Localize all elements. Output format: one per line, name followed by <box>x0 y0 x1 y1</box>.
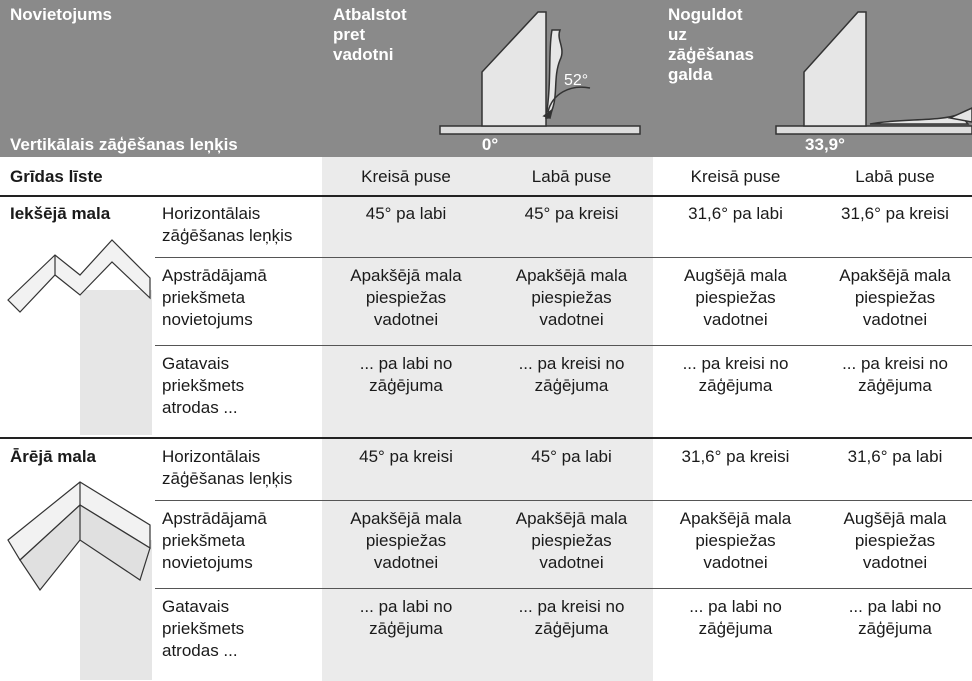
header-title: Novietojums <box>10 5 113 24</box>
column-shade <box>322 157 653 681</box>
row-label: zāģēšanas leņķis <box>162 226 293 245</box>
cell-text: vadotnei <box>862 310 928 329</box>
option-a-label: pret <box>333 25 366 44</box>
cell-text: vadotnei <box>373 553 439 572</box>
cell-text: Apakšējā mala <box>350 266 462 285</box>
option-b-label: Noguldot <box>668 5 743 24</box>
cell-text: 31,6° pa kreisi <box>841 204 949 223</box>
row-label: priekšmeta <box>162 288 246 307</box>
option-a-label: vadotni <box>333 45 394 64</box>
cell-text: zāģējuma <box>858 619 932 638</box>
row-label: Gatavais <box>162 354 230 373</box>
cell-text: vadotnei <box>703 310 768 329</box>
cell-text: Augšējā mala <box>683 266 787 285</box>
cell-text: vadotnei <box>539 310 604 329</box>
cell-text: 45° pa kreisi <box>524 204 619 223</box>
saw-figure-flat <box>775 11 972 135</box>
cell-text: piespiežas <box>695 288 776 307</box>
cell-text: zāģējuma <box>534 619 609 638</box>
row-label: priekšmeta <box>162 531 246 550</box>
row-label: zāģēšanas leņķis <box>162 469 293 488</box>
row-label: novietojums <box>162 310 253 329</box>
cell-text: 45° pa labi <box>531 447 612 466</box>
cell-text: piespiežas <box>531 531 612 550</box>
row-label: priekšmets <box>162 376 245 395</box>
rule <box>0 195 972 197</box>
row-label: novietojums <box>162 553 253 572</box>
row-label: priekšmets <box>162 619 245 638</box>
angle-label: 52° <box>564 72 589 89</box>
table-label: Grīdas līste <box>10 167 103 186</box>
row-label: Apstrādājamā <box>162 509 267 528</box>
option-b-label: zāģēšanas <box>668 45 754 64</box>
cell-text: piespiežas <box>695 531 776 550</box>
cell-text: ... pa kreisi no <box>518 354 625 373</box>
cell-text: ... pa labi no <box>359 354 453 373</box>
cell-text: vadotnei <box>862 553 928 572</box>
section-label: Iekšējā mala <box>10 204 111 223</box>
row-label: atrodas ... <box>162 398 238 417</box>
cell-text: piespiežas <box>365 531 447 550</box>
row-label: atrodas ... <box>162 641 238 660</box>
section-rule <box>0 437 972 439</box>
cell-text: ... pa labi no <box>359 597 453 616</box>
cell-text: Augšējā mala <box>843 509 947 528</box>
cell-text: piespiežas <box>854 288 936 307</box>
cell-text: piespiežas <box>854 531 936 550</box>
inner-corner-icon <box>7 239 152 435</box>
cell-text: piespiežas <box>365 288 447 307</box>
cell-text: Apakšējā mala <box>515 509 628 528</box>
cell-text: 31,6° pa labi <box>688 204 783 223</box>
row-label: Horizontālais <box>162 447 261 466</box>
outer-corner-icon <box>7 481 152 680</box>
cell-text: zāģējuma <box>858 376 932 395</box>
cell-text: 31,6° pa labi <box>847 447 943 466</box>
option-b-label: galda <box>668 65 713 84</box>
option-a-label: Atbalstot <box>333 5 407 24</box>
column-header: Kreisā puse <box>361 167 451 186</box>
column-header: Kreisā puse <box>690 167 781 186</box>
row-rule <box>155 345 972 346</box>
vertical-label: Vertikālais zāģēšanas leņķis <box>10 135 238 154</box>
cell-text: zāģējuma <box>698 376 773 395</box>
cell-text: vadotnei <box>373 310 439 329</box>
cell-text: zāģējuma <box>534 376 609 395</box>
cell-text: Apakšējā mala <box>839 266 951 285</box>
cell-text: zāģējuma <box>369 619 443 638</box>
cell-text: 45° pa labi <box>365 204 447 223</box>
cell-text: 31,6° pa kreisi <box>681 447 790 466</box>
cell-text: Apakšējā mala <box>515 266 628 285</box>
option-b-label: uz <box>668 25 687 44</box>
cell-text: ... pa labi no <box>689 597 782 616</box>
cell-text: vadotnei <box>539 553 604 572</box>
row-rule <box>155 588 972 589</box>
cell-text: ... pa kreisi no <box>518 597 625 616</box>
section-label: Ārējā mala <box>10 447 96 466</box>
column-header: Labā puse <box>531 167 612 186</box>
cell-text: zāģējuma <box>369 376 443 395</box>
cell-text: Apakšējā mala <box>350 509 462 528</box>
cell-text: vadotnei <box>703 553 768 572</box>
vertical-b: 33,9° <box>805 135 845 154</box>
cell-text: ... pa kreisi no <box>842 354 948 373</box>
row-label: Apstrādājamā <box>162 266 267 285</box>
column-header: Labā puse <box>855 167 935 186</box>
cell-text: zāģējuma <box>698 619 773 638</box>
vertical-a: 0° <box>481 135 499 154</box>
row-label: Gatavais <box>162 597 230 616</box>
row-rule <box>155 500 972 501</box>
cell-text: 45° pa kreisi <box>359 447 453 466</box>
saw-figure-upright <box>439 11 641 135</box>
cell-text: ... pa kreisi no <box>682 354 789 373</box>
cell-text: Apakšējā mala <box>679 509 792 528</box>
cell-text: ... pa labi no <box>848 597 942 616</box>
row-rule <box>155 257 972 258</box>
row-label: Horizontālais <box>162 204 261 223</box>
cell-text: piespiežas <box>531 288 612 307</box>
